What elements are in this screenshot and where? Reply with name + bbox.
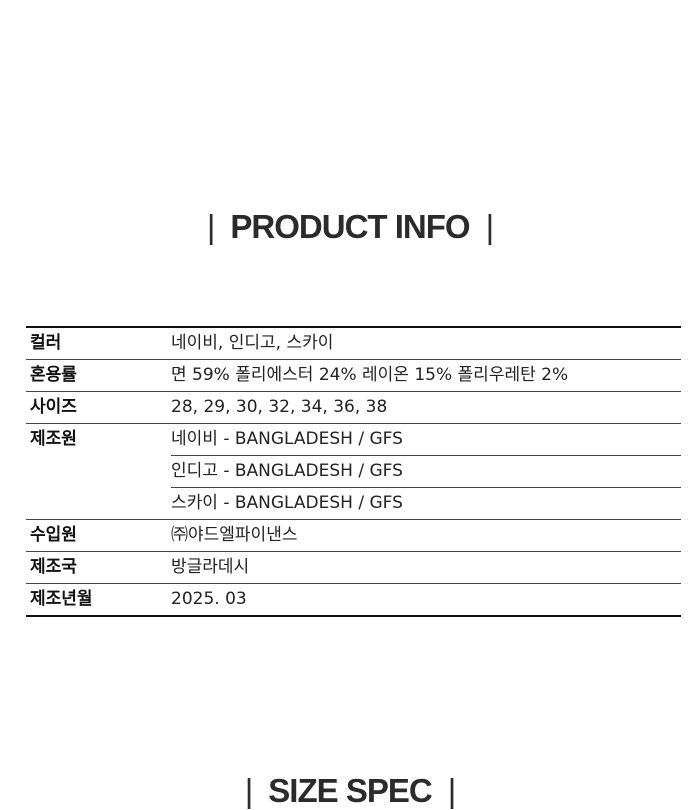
product-info-table: 컬러 네이비, 인디고, 스카이 혼용률 면 59% 폴리에스터 24% 레이온… xyxy=(26,326,681,617)
row-label: 제조원 xyxy=(30,429,77,449)
row-values: 네이비 - BANGLADESH / GFS 인디고 - BANGLADESH … xyxy=(171,424,681,519)
heading-divider-left: | xyxy=(244,772,254,809)
row-value: 28, 29, 30, 32, 34, 36, 38 xyxy=(171,397,388,417)
row-label: 혼용률 xyxy=(30,365,77,385)
heading-divider-right: | xyxy=(485,208,495,245)
row-values: ㈜야드엘파이낸스 xyxy=(171,520,681,551)
row-manufacturer: 제조원 네이비 - BANGLADESH / GFS 인디고 - BANGLAD… xyxy=(26,424,681,520)
row-color: 컬러 네이비, 인디고, 스카이 xyxy=(26,328,681,360)
product-info-heading: | PRODUCT INFO | xyxy=(0,208,700,246)
row-value: 네이비, 인디고, 스카이 xyxy=(171,333,334,353)
row-values: 면 59% 폴리에스터 24% 레이온 15% 폴리우레탄 2% xyxy=(171,360,681,391)
row-value: 2025. 03 xyxy=(171,589,247,609)
row-manufacture-date: 제조년월 2025. 03 xyxy=(26,584,681,615)
row-value: 방글라데시 xyxy=(171,557,250,577)
row-label: 수입원 xyxy=(30,525,77,545)
row-composition: 혼용률 면 59% 폴리에스터 24% 레이온 15% 폴리우레탄 2% xyxy=(26,360,681,392)
row-importer: 수입원 ㈜야드엘파이낸스 xyxy=(26,520,681,552)
row-size: 사이즈 28, 29, 30, 32, 34, 36, 38 xyxy=(26,392,681,424)
size-spec-heading: | SIZE SPEC | xyxy=(0,772,700,810)
row-values: 2025. 03 xyxy=(171,584,681,615)
row-values: 28, 29, 30, 32, 34, 36, 38 xyxy=(171,392,681,423)
row-values: 네이비, 인디고, 스카이 xyxy=(171,328,681,359)
size-spec-title: SIZE SPEC xyxy=(268,772,432,809)
row-value: 면 59% 폴리에스터 24% 레이온 15% 폴리우레탄 2% xyxy=(171,365,569,385)
row-values: 방글라데시 xyxy=(171,552,681,583)
row-value: 네이비 - BANGLADESH / GFS xyxy=(171,424,681,456)
row-value: 인디고 - BANGLADESH / GFS xyxy=(171,456,681,488)
row-country: 제조국 방글라데시 xyxy=(26,552,681,584)
row-label: 제조국 xyxy=(30,557,77,577)
row-value: ㈜야드엘파이낸스 xyxy=(171,525,298,545)
row-value: 스카이 - BANGLADESH / GFS xyxy=(171,493,403,513)
heading-divider-left: | xyxy=(206,208,216,245)
row-label: 사이즈 xyxy=(30,397,77,417)
product-info-title: PRODUCT INFO xyxy=(230,208,470,245)
heading-divider-right: | xyxy=(447,772,457,809)
row-label: 제조년월 xyxy=(30,589,93,609)
row-label: 컬러 xyxy=(30,333,62,353)
